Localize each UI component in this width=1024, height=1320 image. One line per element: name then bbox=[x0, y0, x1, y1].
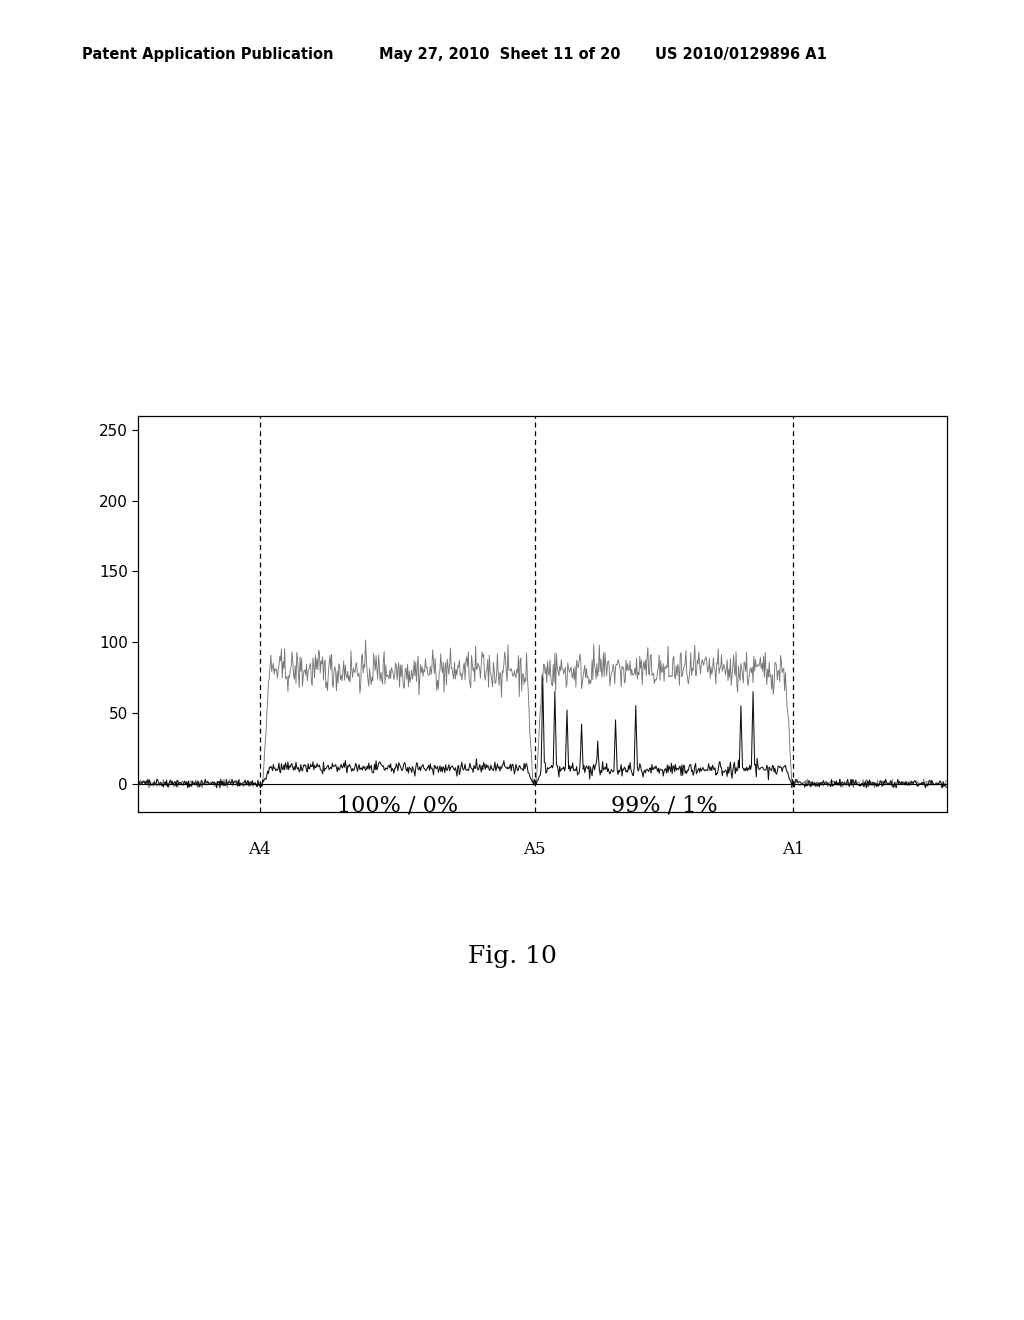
Text: Fig. 10: Fig. 10 bbox=[468, 945, 556, 969]
Text: US 2010/0129896 A1: US 2010/0129896 A1 bbox=[655, 48, 827, 62]
Text: 100% / 0%: 100% / 0% bbox=[337, 795, 458, 817]
Text: May 27, 2010  Sheet 11 of 20: May 27, 2010 Sheet 11 of 20 bbox=[379, 48, 621, 62]
Text: Patent Application Publication: Patent Application Publication bbox=[82, 48, 334, 62]
Text: A1: A1 bbox=[782, 841, 805, 858]
Text: 99% / 1%: 99% / 1% bbox=[610, 795, 718, 817]
Text: A5: A5 bbox=[523, 841, 546, 858]
Text: A4: A4 bbox=[248, 841, 271, 858]
